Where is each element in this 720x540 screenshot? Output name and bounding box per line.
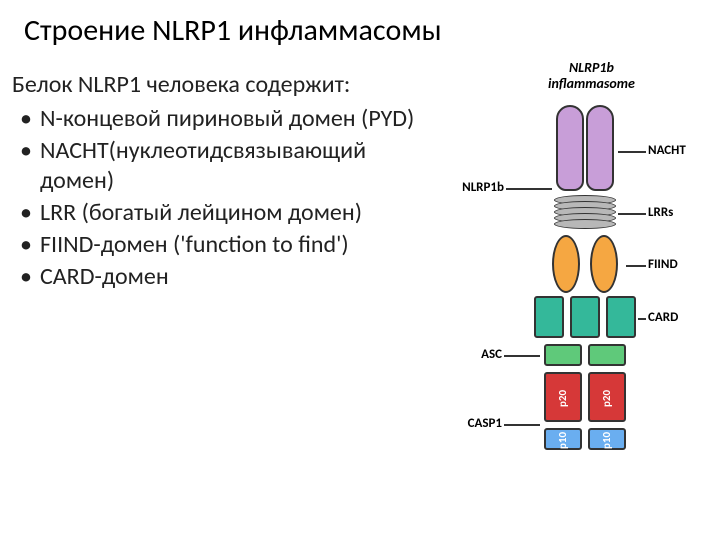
inflammasome-diagram: NLRP1b inflammasome NLRP1b ASC CASP1 NAC… bbox=[452, 60, 690, 530]
leader-line bbox=[618, 213, 646, 215]
page-title: Строение NLRP1 инфламмасомы bbox=[24, 12, 442, 49]
card-box bbox=[570, 296, 600, 338]
p10-domain: p10 p10 bbox=[542, 428, 628, 452]
bullet-item: N-концевой пириновый домен (PYD) bbox=[20, 104, 442, 134]
label-lrrs: LRRs bbox=[648, 205, 673, 220]
bullet-list: N-концевой пириновый домен (PYD) NACHT(н… bbox=[12, 104, 442, 292]
p10-label: p10 bbox=[600, 432, 613, 449]
leader-line bbox=[638, 318, 646, 320]
leader-line bbox=[626, 265, 646, 267]
label-nlrp1b: NLRP1b bbox=[452, 180, 504, 195]
diagram-title: NLRP1b inflammasome bbox=[548, 60, 635, 92]
leader-line bbox=[506, 188, 552, 190]
label-asc: ASC bbox=[472, 347, 502, 362]
nacht-lobe bbox=[556, 105, 584, 191]
fiind-domain bbox=[546, 235, 624, 295]
bullet-item: FIIND-домен ('function to find') bbox=[20, 230, 442, 260]
lrr-domain bbox=[554, 195, 616, 231]
fiind-lobe bbox=[590, 235, 618, 293]
p20-box: p20 bbox=[588, 372, 626, 422]
label-card: CARD bbox=[648, 310, 678, 325]
fiind-lobe bbox=[552, 235, 580, 293]
label-nacht: NACHT bbox=[648, 143, 686, 158]
asc-domain bbox=[542, 344, 628, 368]
card-box bbox=[534, 296, 564, 338]
bullet-item: CARD-домен bbox=[20, 262, 442, 292]
nacht-domain bbox=[554, 105, 616, 193]
bullet-item: NACHT(нуклеотидсвязывающий домен) bbox=[20, 136, 442, 196]
intro-text: Белок NLRP1 человека содержит: bbox=[12, 70, 442, 100]
text-content: Белок NLRP1 человека содержит: N-концево… bbox=[12, 70, 442, 294]
p20-label: p20 bbox=[556, 390, 569, 407]
lrr-disc bbox=[554, 219, 616, 229]
leader-line bbox=[618, 151, 646, 153]
asc-box bbox=[544, 344, 582, 366]
p20-label: p20 bbox=[600, 390, 613, 407]
leader-line bbox=[504, 424, 540, 426]
p20-domain: p20 p20 bbox=[542, 372, 628, 424]
p10-box: p10 bbox=[588, 428, 626, 450]
p20-box: p20 bbox=[544, 372, 582, 422]
p10-box: p10 bbox=[544, 428, 582, 450]
card-domain bbox=[534, 296, 636, 340]
card-box bbox=[606, 296, 636, 338]
asc-box bbox=[588, 344, 626, 366]
label-casp1: CASP1 bbox=[456, 416, 502, 431]
nacht-lobe bbox=[586, 105, 614, 191]
bullet-item: LRR (богатый лейцином домен) bbox=[20, 198, 442, 228]
leader-line bbox=[504, 355, 540, 357]
label-fiind: FIIND bbox=[648, 257, 678, 272]
p10-label: p10 bbox=[556, 432, 569, 449]
